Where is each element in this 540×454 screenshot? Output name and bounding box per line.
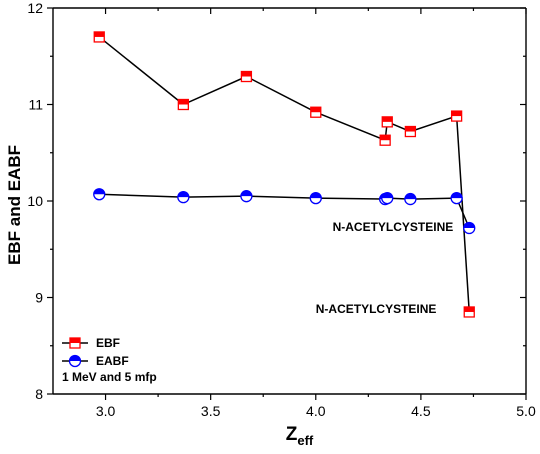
y-tick-label: 10	[27, 193, 43, 209]
marker-fill	[463, 222, 475, 229]
point-eabf	[240, 190, 253, 203]
y-tick-label: 11	[28, 97, 43, 113]
point-ebf	[177, 98, 189, 111]
point-ebf	[450, 110, 463, 122]
legend-label-eabf: EABF	[96, 354, 129, 368]
marker-fill	[69, 355, 81, 361]
marker-fill	[177, 191, 189, 198]
point-eabf	[309, 191, 322, 205]
x-tick-label: 5.0	[516, 403, 536, 419]
marker-fill	[382, 116, 393, 122]
series-line-ebf	[98, 36, 470, 313]
point-eabf	[404, 192, 417, 206]
annotations: N-ACETYLCYSTEINE N-ACETYLCYSTEINE	[316, 220, 454, 316]
y-axis-title: EBF and EABF	[5, 145, 24, 265]
x-tick-label: 3.0	[96, 403, 116, 419]
point-eabf	[450, 191, 463, 205]
marker-fill	[380, 135, 391, 141]
marker-fill	[405, 126, 416, 132]
legend-marker-ebf	[69, 337, 81, 349]
point-eabf	[177, 190, 190, 204]
marker-fill	[451, 192, 463, 199]
point-eabf	[93, 188, 106, 201]
x-axis-title-subscript: eff	[297, 433, 314, 448]
marker-fill	[178, 99, 189, 105]
x-tick-label: 4.0	[306, 403, 326, 419]
x-axis-title-main: Z	[286, 424, 298, 445]
point-ebf	[93, 31, 105, 43]
marker-fill	[451, 111, 462, 117]
marker-fill	[310, 192, 322, 199]
point-eabf	[463, 221, 476, 235]
marker-fill	[70, 338, 80, 343]
x-tick-label: 3.5	[201, 403, 221, 419]
point-ebf	[240, 70, 253, 83]
marker-fill	[94, 31, 105, 37]
point-ebf	[381, 116, 393, 128]
point-ebf	[379, 134, 391, 146]
point-ebf	[404, 125, 417, 138]
annotation-label: N-ACETYLCYSTEINE	[316, 302, 437, 316]
point-ebf	[463, 306, 475, 318]
marker-fill	[240, 190, 252, 197]
marker-fill	[310, 107, 321, 113]
point-eabf	[381, 191, 394, 205]
y-tick-label: 12	[27, 0, 43, 16]
marker-fill	[404, 193, 416, 200]
x-axis-title: Zeff	[286, 424, 314, 448]
marker-fill	[241, 71, 252, 77]
series-layer	[93, 31, 476, 318]
annotation-label: N-ACETYLCYSTEINE	[333, 220, 454, 234]
legend: EBF EABF 1 MeV and 5 mfp	[62, 336, 157, 384]
legend-marker-eabf	[68, 354, 82, 368]
y-tick-label: 8	[35, 386, 43, 402]
marker-fill	[93, 188, 105, 195]
marker-fill	[464, 306, 475, 312]
legend-label-ebf: EBF	[96, 336, 120, 350]
x-tick-label: 4.5	[411, 403, 431, 419]
y-tick-label: 9	[35, 290, 43, 306]
point-ebf	[310, 106, 322, 118]
ticks: 3.0 3.5 4.0 4.5 5.0 8 9 10 11 12	[27, 0, 536, 419]
marker-fill	[381, 192, 393, 199]
legend-note: 1 MeV and 5 mfp	[62, 370, 157, 384]
